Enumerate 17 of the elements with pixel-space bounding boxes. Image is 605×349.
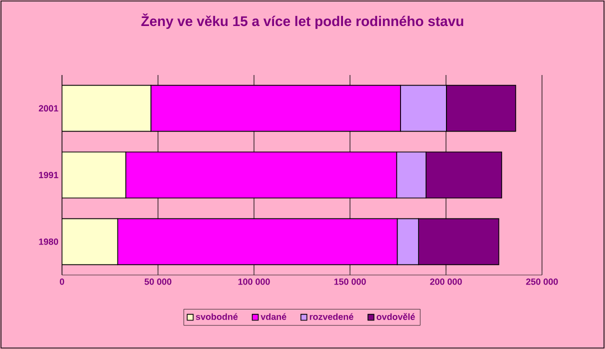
bar: [62, 84, 152, 132]
x-tick-label: 150 000: [334, 278, 366, 285]
x-tick-label: 0: [60, 278, 64, 285]
bar: [62, 152, 126, 198]
x-tick-label: 50 000: [144, 278, 172, 285]
bar: [62, 218, 118, 266]
chart-title: Ženy ve věku 15 a více let podle rodinného stavu: [141, 14, 464, 29]
y-tick-label: 1991: [39, 172, 58, 178]
legend-label: vdané: [260, 313, 286, 320]
x-tick-label: 200 000: [430, 278, 462, 285]
x-tick-label: 250 000: [526, 278, 558, 285]
y-tick-label: 1980: [39, 238, 58, 245]
y-tick-label: 2001: [38, 105, 58, 112]
legend-label: ovdovělé: [376, 313, 415, 320]
legend-label: rozvedené: [310, 313, 354, 320]
x-tick-label: 100 000: [238, 278, 270, 285]
legend-label: svobodné: [196, 313, 238, 320]
